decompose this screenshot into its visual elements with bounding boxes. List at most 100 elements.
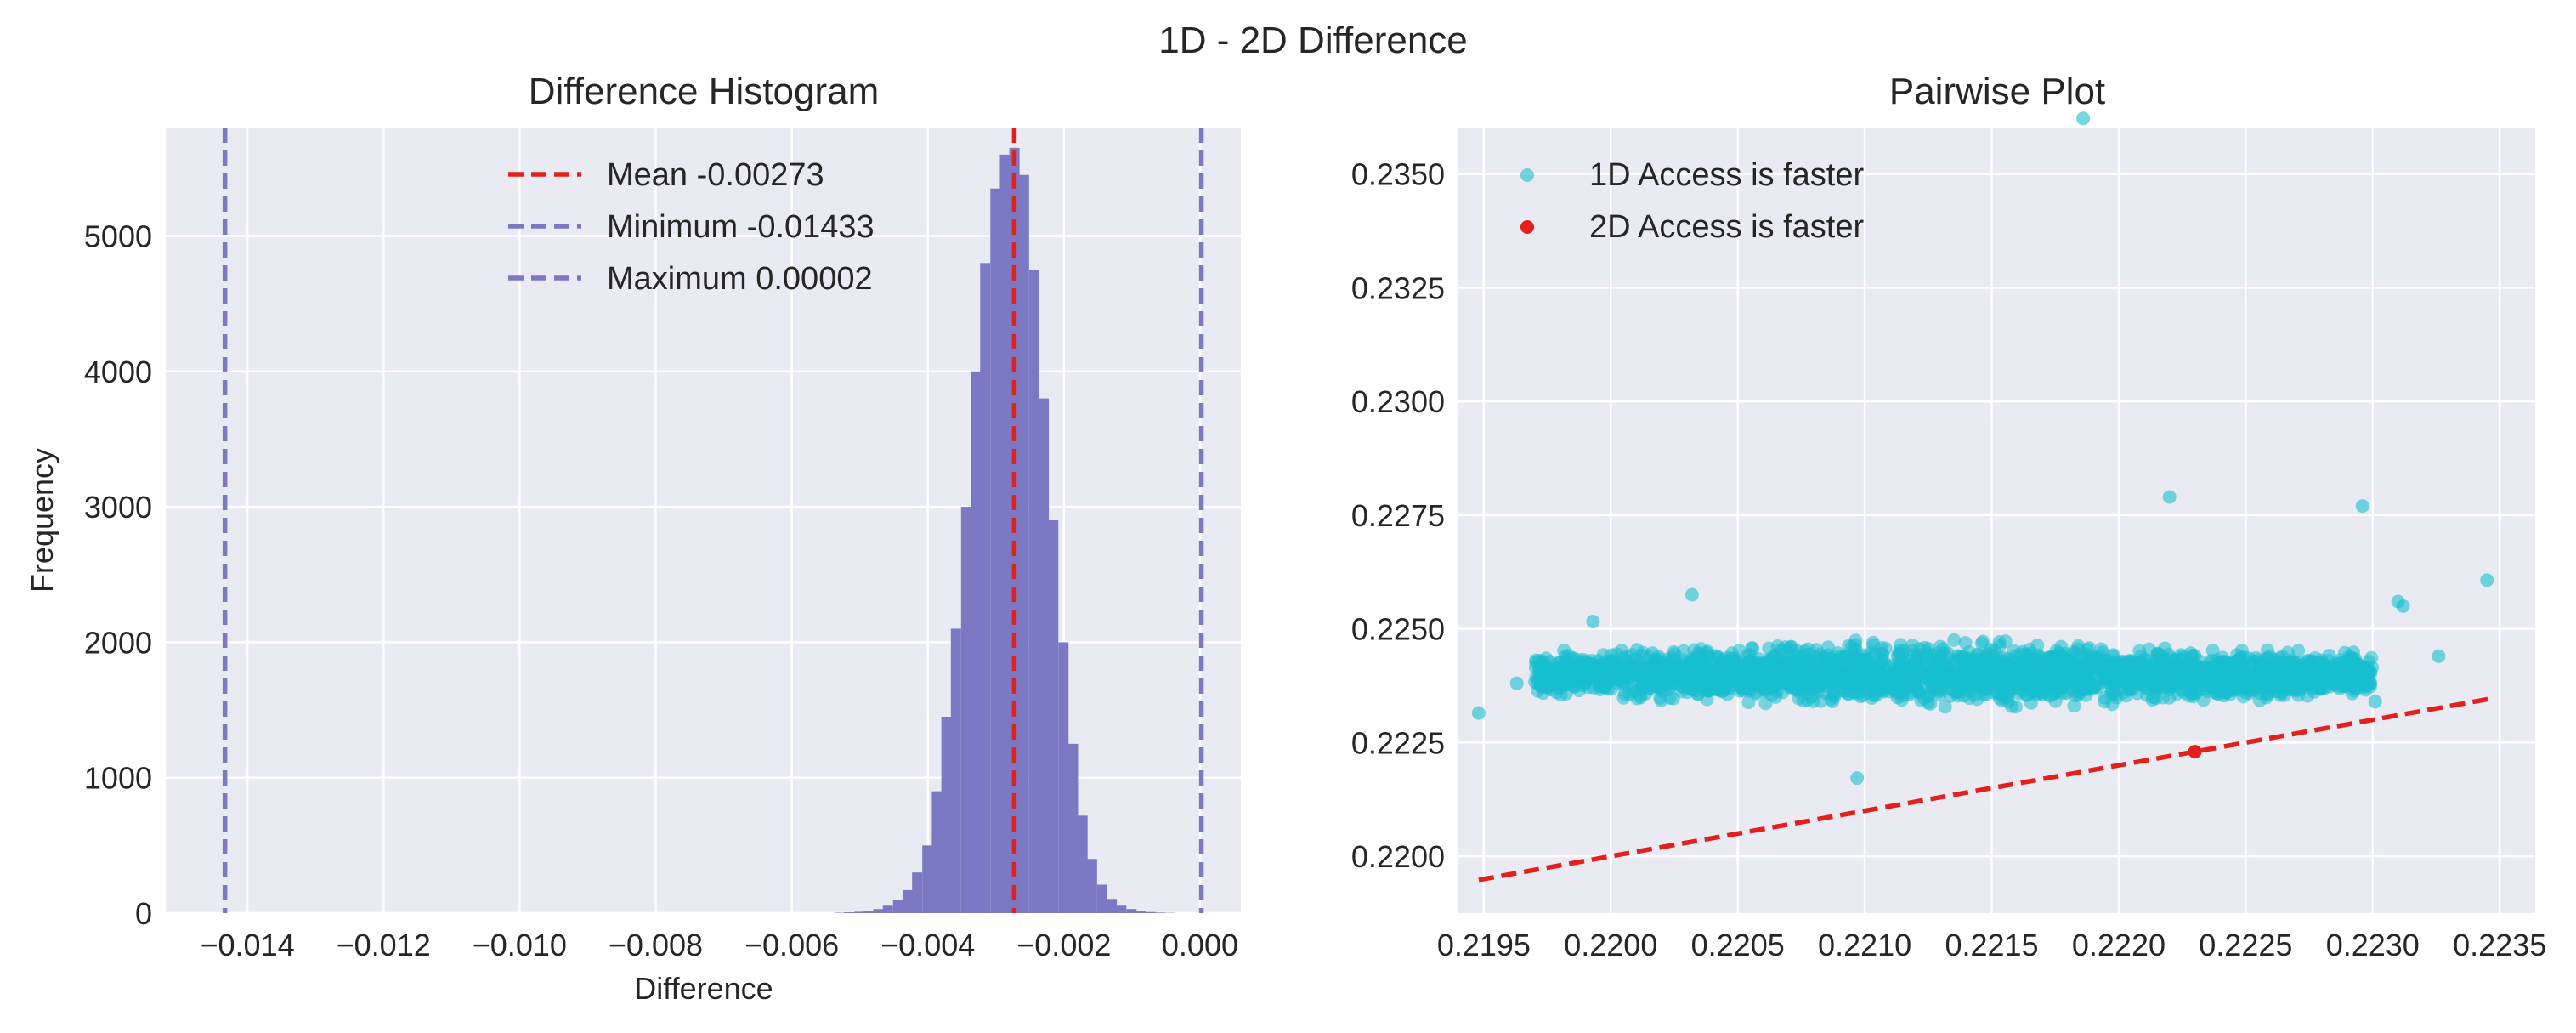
scatter-y-tick-label: 0.2250 [1351,612,1445,647]
scatter-point-1d-faster [1654,693,1668,707]
scatter-point-1d-faster [1604,682,1618,696]
scatter-point-1d-faster [1812,647,1826,661]
scatter-point-1d-faster [1592,670,1606,684]
scatter-point-1d-faster [2287,671,2301,685]
histogram-x-tick-label: −0.012 [337,928,431,962]
histogram-bar [863,911,875,913]
scatter-point-1d-faster [2205,669,2220,684]
histogram-bar [1145,911,1156,913]
scatter-point-1d-faster [1825,655,1839,669]
scatter-point-1d-faster [1560,677,1575,691]
histogram-bar [971,371,981,913]
scatter-x-tick-label: 0.2225 [2199,928,2292,962]
scatter-y-tick-label: 0.2350 [1351,157,1445,192]
scatter-point-1d-faster [2045,681,2059,695]
histogram-bar [1096,884,1107,913]
scatter-legend: 1D Access is faster 2D Access is faster [1520,157,1864,245]
scatter-point-1d-faster [1652,681,1667,695]
histogram-legend: Mean -0.00273 Minimum -0.01433 Maximum 0… [508,157,875,297]
scatter-point-1d-faster [1971,674,1985,689]
scatter-point-1d-faster [2038,658,2052,673]
scatter-point-1d-faster [2230,654,2245,668]
scatter-point-1d-faster [2103,657,2118,672]
histogram-x-tick-label: −0.004 [880,928,975,962]
scatter-point-1d-faster [2368,695,2382,709]
scatter-x-tick-label: 0.2215 [1945,928,2038,962]
histogram-x-tick-label: −0.006 [744,928,839,962]
scatter-point-1d-faster [1910,651,1924,666]
scatter-point-1d-faster [1978,653,1992,667]
scatter-point-1d-faster [1906,670,1921,684]
scatter-y-ticks: 0.2200 0.2225 0.2250 0.2275 0.2300 0.2325 0.23… [1351,157,1445,875]
scatter-point-1d-faster [1599,654,1613,668]
scatter-point-1d-faster [1860,685,1874,700]
scatter-x-tick-label: 0.2195 [1437,928,1531,962]
scatter-point-1d-faster [2047,667,2061,682]
scatter-point-2d-faster [2188,745,2202,759]
scatter-point-1d-faster [1673,669,1688,684]
histogram-vlines [222,128,1204,913]
histogram-bar [1155,912,1165,913]
scatter-x-tick-label: 0.2230 [2326,928,2420,962]
histogram-y-tick-label: 0 [135,896,152,931]
scatter-point-1d-faster [1749,684,1764,699]
scatter-x-tick-label: 0.2210 [1818,928,1911,962]
scatter-panel: 0.2195 0.2200 0.2205 0.2210 0.2215 0.2220 0.22… [1351,71,2546,962]
histogram-bar [1135,911,1146,913]
scatter-point-1d-faster [1877,654,1891,668]
scatter-x-tick-label: 0.2235 [2453,928,2546,962]
scatter-point-1d-faster [1865,635,1880,650]
scatter-point-1d-faster [2011,662,2025,677]
scatter-point-1d-faster [2219,661,2233,676]
histogram-x-tick-label: −0.008 [609,928,703,962]
scatter-point-1d-faster [1610,647,1624,661]
scatter-point-1d-faster [1889,683,1904,697]
scatter-point-1d-faster [1581,680,1595,695]
histogram-grid [166,128,1241,915]
histogram-bar [1028,270,1039,913]
scatter-point-1d-faster [1768,649,1782,663]
histogram-bar [922,845,933,913]
scatter-point-1d-faster [2301,672,2315,686]
scatter-point-1d-faster [1833,671,1848,685]
scatter-point-1d-faster [1837,684,1852,699]
scatter-point-1d-faster [1536,686,1550,701]
scatter-point-1d-faster [2313,659,2327,673]
scatter-point-1d-faster [1911,684,1926,699]
scatter-point-1d-faster [2178,677,2193,691]
scatter-point-1d-faster [1958,661,1973,675]
scatter-point-1d-faster [2246,655,2261,669]
scatter-point-1d-faster [2313,673,2327,688]
scatter-point-1d-faster [1826,695,1840,709]
scatter-point-1d-faster [2261,643,2275,657]
scatter-point-1d-faster [2307,684,2321,699]
scatter-point-1d-faster [2291,644,2306,658]
legend-1d-faster-label: 1D Access is faster [1589,157,1864,193]
scatter-point-1d-faster [1844,639,1859,654]
scatter-y-tick-label: 0.2200 [1351,839,1445,874]
scatter-point-1d-faster [1471,706,1486,720]
scatter-point-1d-faster [1548,662,1563,677]
scatter-point-1d-faster [2480,573,2494,587]
scatter-point-1d-faster [2017,674,2031,689]
scatter-point-1d-faster [1970,692,1984,707]
scatter-point-1d-faster [2047,650,2062,665]
histogram-bar [912,872,923,913]
histogram-bar [1126,909,1137,913]
histogram-y-tick-label: 1000 [84,761,152,796]
scatter-point-1d-faster [1694,647,1708,661]
histogram-plot-area [166,128,1241,913]
histogram-bar [1058,642,1069,913]
scatter-point-1d-faster [1890,665,1905,679]
histogram-title: Difference Histogram [529,71,879,112]
scatter-point-1d-faster [1639,677,1653,691]
histogram-x-tick-label: −0.014 [201,928,295,962]
scatter-point-1d-faster [1689,670,1703,684]
scatter-point-1d-faster [1985,662,2000,677]
scatter-diagonal-line [1478,696,2490,883]
scatter-point-1d-faster [1848,666,1863,680]
histogram-bar [1039,398,1050,913]
scatter-point-1d-faster [1943,689,1957,703]
figure-title: 1D - 2D Difference [1158,20,1468,61]
legend-2d-faster-marker [1520,220,1534,234]
